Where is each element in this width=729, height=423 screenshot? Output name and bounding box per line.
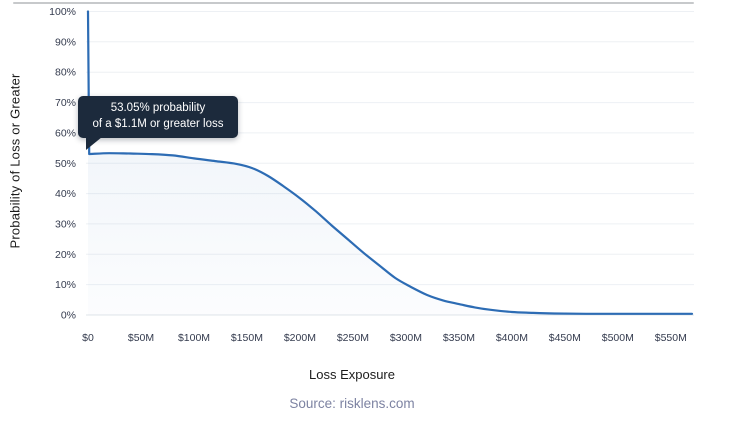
y-tick-label: 30% xyxy=(55,218,76,230)
source-credit: Source: risklens.com xyxy=(289,396,415,411)
x-tick-label: $350M xyxy=(443,332,475,344)
x-tick-label: $150M xyxy=(231,332,263,344)
tooltip-arrow-icon xyxy=(86,137,102,150)
x-tick-label: $250M xyxy=(337,332,369,344)
x-tick-label: $300M xyxy=(390,332,422,344)
y-tick-label: 50% xyxy=(55,158,76,170)
y-tick-label: 10% xyxy=(55,279,76,291)
x-tick-label: $0 xyxy=(82,332,94,344)
x-tick-label: $450M xyxy=(549,332,581,344)
tooltip: 53.05% probability of a $1.1M or greater… xyxy=(78,96,238,150)
y-axis-tick-labels: 0% 10% 20% 30% 40% 50% 60% 70% 80% 90% 100% xyxy=(49,6,76,322)
y-tick-label: 70% xyxy=(55,97,76,109)
y-tick-label: 40% xyxy=(55,188,76,200)
y-tick-label: 80% xyxy=(55,67,76,79)
y-tick-label: 60% xyxy=(55,127,76,139)
x-tick-label: $50M xyxy=(128,332,154,344)
tooltip-line2: of a $1.1M or greater loss xyxy=(92,118,224,130)
chart-top-border xyxy=(13,2,694,4)
y-tick-label: 0% xyxy=(61,310,76,322)
y-tick-label: 100% xyxy=(49,6,76,18)
x-axis-title: Loss Exposure xyxy=(309,367,395,382)
curve-area-fill xyxy=(88,11,692,315)
y-tick-label: 90% xyxy=(55,36,76,48)
x-tick-label: $550M xyxy=(655,332,687,344)
x-tick-label: $500M xyxy=(602,332,634,344)
x-tick-label: $400M xyxy=(496,332,528,344)
curve-line xyxy=(86,10,694,315)
tooltip-line1: 53.05% probability xyxy=(110,102,206,115)
y-tick-label: 20% xyxy=(55,249,76,261)
x-axis-tick-labels: $0 $50M $100M $150M $200M $250M $300M $350M $400… xyxy=(82,332,687,344)
x-tick-label: $100M xyxy=(178,332,210,344)
x-tick-label: $200M xyxy=(284,332,316,344)
